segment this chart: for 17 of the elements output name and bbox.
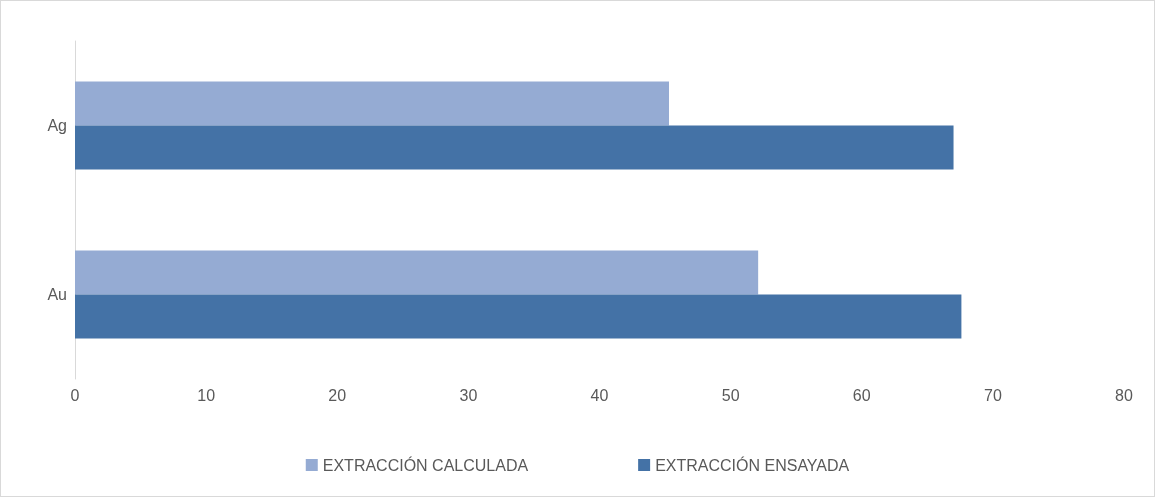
- x-tick-label: 50: [721, 386, 740, 404]
- bar: [75, 250, 759, 295]
- x-tick-label: 10: [197, 386, 216, 404]
- x-tick-label: 70: [983, 386, 1002, 404]
- x-tick-label: 30: [459, 386, 478, 404]
- x-tick-label: 0: [70, 386, 80, 404]
- x-tick-label: 60: [852, 386, 871, 404]
- bar: [75, 125, 954, 170]
- x-tick-label: 20: [328, 386, 347, 404]
- bar: [75, 81, 669, 126]
- legend-label: EXTRACCIÓN ENSAYADA: [655, 455, 850, 474]
- y-tick-label: Au: [47, 286, 67, 303]
- x-tick-label: 80: [1115, 386, 1133, 404]
- y-tick-label: Ag: [47, 117, 67, 134]
- legend-label: EXTRACCIÓN CALCULADA: [322, 455, 529, 474]
- x-tick-label: 40: [590, 386, 609, 404]
- bar: [75, 294, 962, 339]
